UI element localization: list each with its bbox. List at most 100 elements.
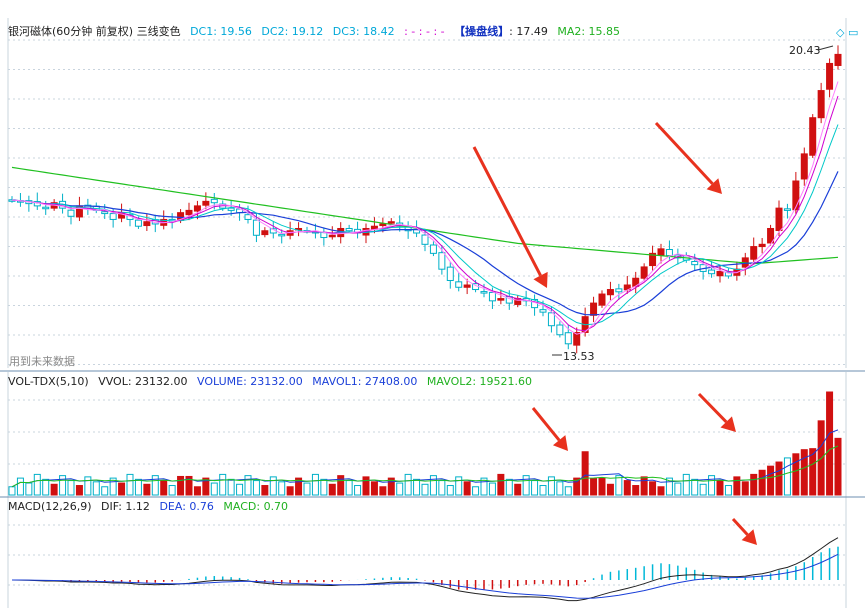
volume-bar (581, 451, 589, 496)
volume-header: VOL-TDX(5,10) VVOL: 23132.00 VOLUME: 231… (8, 374, 538, 390)
annotation-arrow-head (741, 529, 757, 545)
volume-bar (252, 480, 260, 496)
candle-body (101, 211, 109, 215)
volume-bar (295, 477, 303, 496)
candle-body (598, 293, 606, 306)
candle-body (750, 246, 758, 260)
volume-bar (421, 483, 429, 496)
volume-bar (682, 473, 690, 496)
volume-bar (463, 481, 471, 496)
volume-bar (269, 476, 277, 496)
volume-bar (505, 478, 513, 496)
candle-body (345, 227, 353, 232)
candle-body (252, 219, 260, 236)
candle-body (193, 205, 201, 212)
volume-bar (354, 485, 362, 496)
volume-bar (210, 482, 218, 496)
op-line-value: : 17.49 (509, 25, 548, 38)
macd-title: MACD(12,26,9) (8, 500, 92, 513)
candle-body (649, 252, 657, 267)
annotation-arrow (472, 146, 542, 277)
volume-bar (649, 481, 657, 496)
candle-body (775, 207, 783, 232)
volume-bar (531, 480, 539, 496)
volume-bar (800, 449, 808, 496)
volume-bar (547, 476, 555, 496)
mavol1-line (11, 429, 839, 488)
volume-bar (185, 475, 193, 496)
volume-bar (429, 475, 437, 496)
candle-body (134, 219, 142, 227)
ma2-value: MA2: 15.85 (557, 25, 621, 38)
candle-body (143, 221, 151, 227)
candle-body (278, 233, 286, 237)
candle-body (783, 208, 791, 211)
volume-bar (25, 482, 33, 496)
volume-bar (345, 480, 353, 496)
candle-body (826, 62, 834, 90)
ma-cyan-line (11, 124, 839, 326)
volume-bar (219, 473, 227, 496)
volume-bar (480, 477, 488, 496)
volume-bar (606, 483, 614, 496)
candle-body (792, 180, 800, 211)
candle-body (767, 227, 775, 244)
annotation-arrow (697, 392, 728, 424)
annotation-arrow (731, 517, 749, 536)
volume-bar (370, 481, 378, 496)
candle-body (497, 298, 505, 301)
candle-body (539, 309, 547, 313)
volume-bar (783, 457, 791, 496)
mavol1-value: MAVOL1: 27408.00 (312, 375, 418, 388)
candle-body (67, 209, 75, 217)
volume-bar (227, 478, 235, 496)
candle-body (691, 260, 699, 266)
volume-bar (564, 486, 572, 496)
macd-value: MACD: 0.70 (223, 500, 289, 513)
main-indicator-header: 银河磁体(60分钟 前复权) 三线变色 DC1: 19.56 DC2: 19.1… (8, 24, 626, 40)
volume-bar (387, 477, 395, 496)
candle-body (590, 302, 598, 316)
annotation-arrow-head (533, 271, 548, 288)
candle-body (387, 221, 395, 224)
candle-body (328, 234, 336, 238)
candle-body (716, 270, 724, 277)
candle-body (800, 153, 808, 180)
candle-body (640, 266, 648, 279)
volume-bar (522, 475, 530, 496)
volume-bar (775, 461, 783, 496)
volume-bar (311, 473, 319, 496)
volume-bar (75, 485, 83, 496)
volume-bar (59, 475, 67, 496)
volume-bar (134, 478, 142, 496)
dc1-value: DC1: 19.56 (190, 25, 252, 38)
vvol-value: VVOL: 23132.00 (98, 375, 188, 388)
volume-bar (826, 391, 834, 496)
volume-bar (67, 480, 75, 496)
volume-bar (202, 477, 210, 496)
volume-bar (337, 475, 345, 496)
volume-bar (126, 473, 134, 496)
volume-bar (101, 486, 109, 496)
settings-icon[interactable]: ◇ ▭ (836, 26, 859, 39)
dif-line (11, 537, 839, 602)
volume-bar (446, 485, 454, 496)
candle-body (42, 206, 50, 210)
volume-bar (362, 476, 370, 496)
volume-bar (665, 477, 673, 496)
volume-bar (33, 473, 41, 496)
volume-bar (497, 473, 505, 496)
macd-header: MACD(12,26,9) DIF: 1.12 DEA: 0.76 MACD: … (8, 499, 294, 515)
volume-bar (328, 483, 336, 496)
candle-body (665, 249, 673, 257)
candle-body (708, 269, 716, 275)
volume-bar (598, 478, 606, 496)
volume-bar (379, 486, 387, 496)
volume-bar (143, 483, 151, 496)
high-price-label: 20.43 (789, 44, 821, 57)
volume-bar (750, 473, 758, 496)
ma-pink-line (11, 81, 839, 335)
volume-bar (657, 486, 665, 496)
dea-line (12, 553, 839, 599)
